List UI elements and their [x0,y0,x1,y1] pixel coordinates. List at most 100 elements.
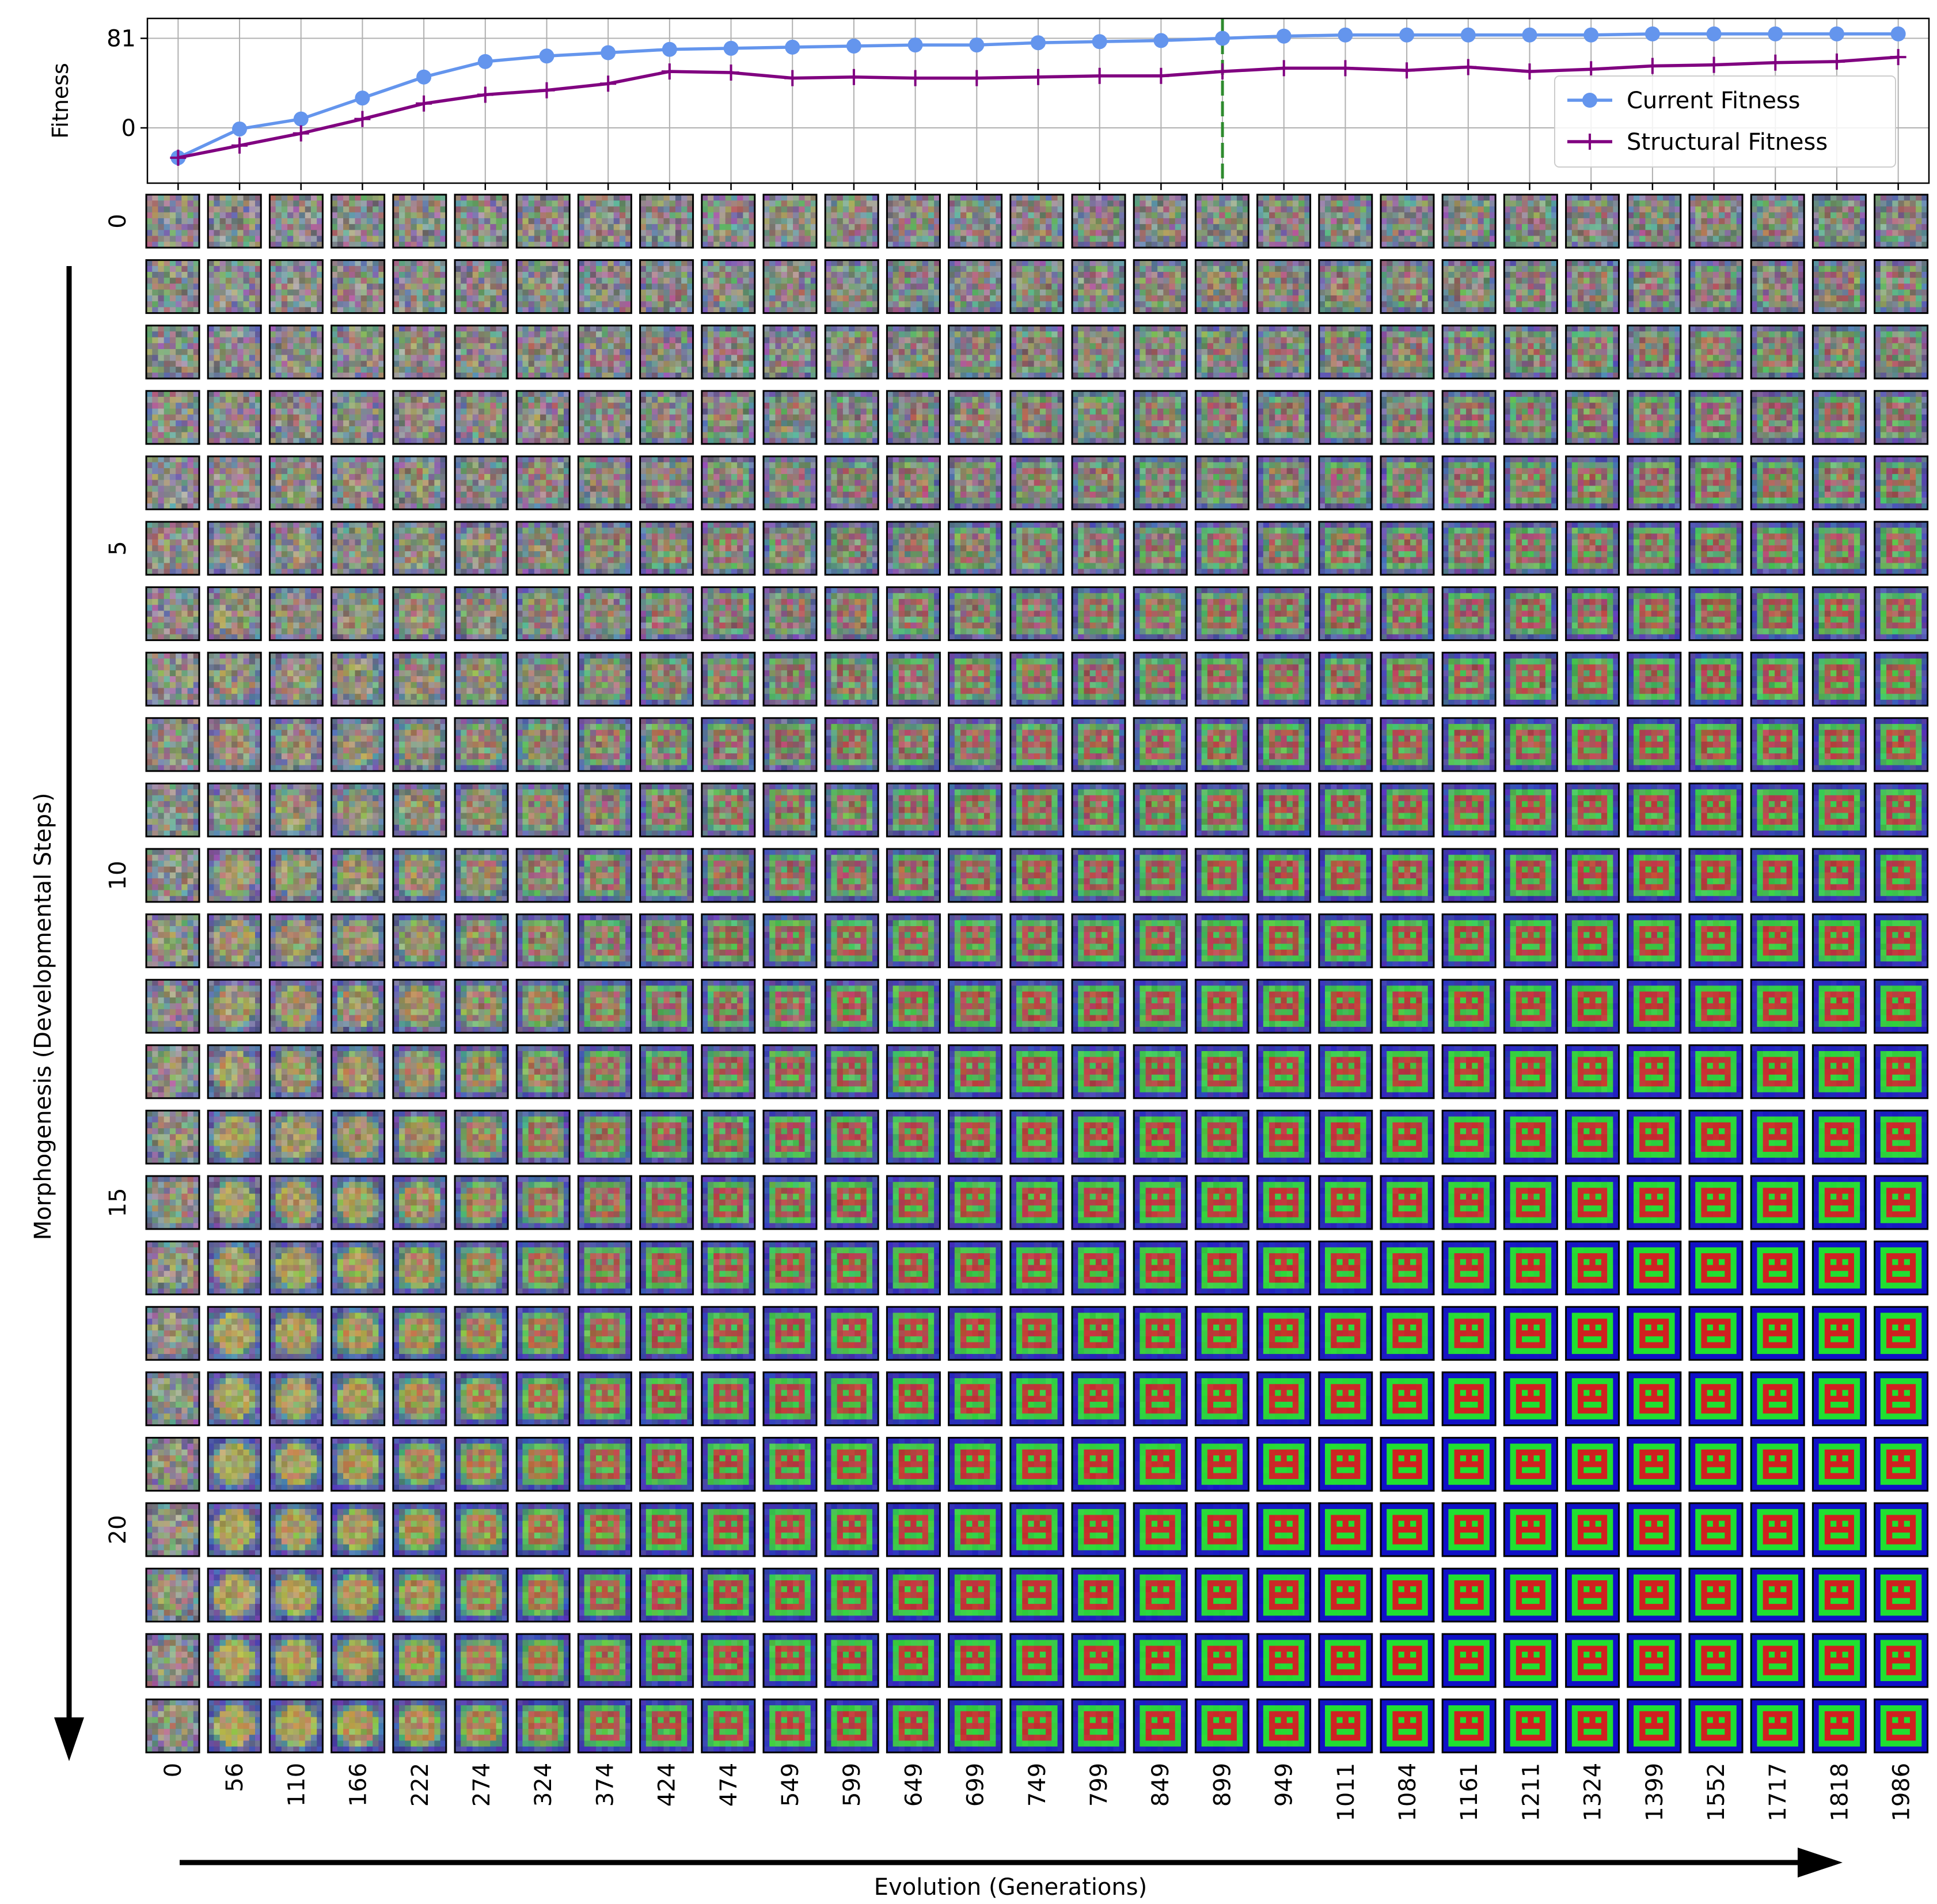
cell-pixel [1331,230,1337,237]
morphogenesis-cell [1071,259,1126,314]
current-fitness-point [1522,27,1537,43]
cell-pixel [1466,195,1472,201]
cell-pixel [181,224,188,230]
cell-pixel [719,200,726,207]
cell-pixel [1448,266,1455,272]
cell-pixel [416,266,423,272]
cell-pixel [287,236,294,242]
cell-pixel [793,260,799,267]
cell-pixel [1448,260,1455,267]
cell-pixel [1084,241,1091,248]
cell-pixel [1213,212,1220,219]
cell-pixel [1304,295,1311,302]
cell-pixel [208,241,214,248]
cell-pixel [799,301,806,308]
cell-pixel [164,241,170,248]
cell-pixel [596,307,602,314]
cell-pixel [337,241,344,248]
cell-pixel [164,295,170,302]
cell-pixel [1736,307,1743,314]
cell-pixel [1163,224,1170,230]
cell-pixel [343,278,350,284]
cell-pixel [837,307,844,314]
cell-pixel [181,289,188,296]
cell-pixel [287,212,294,219]
cell-pixel [781,200,788,207]
cell-pixel [1725,278,1731,284]
cell-pixel [310,200,317,207]
cell-pixel [966,272,973,278]
cell-pixel [1663,272,1669,278]
cell-pixel [1854,278,1860,284]
cell-pixel [713,272,720,278]
cell-pixel [181,307,188,314]
cell-pixel [1645,200,1652,207]
cell-pixel [1225,289,1232,296]
cell-pixel [645,260,652,267]
cell-pixel [164,307,170,314]
cell-pixel [978,200,985,207]
cell-pixel [978,230,985,237]
cell-pixel [1522,289,1528,296]
cell-pixel [1410,307,1416,314]
cell-pixel [146,224,153,230]
y-tick-label: 0 [121,115,136,142]
cell-pixel [516,224,523,230]
cell-pixel [1236,195,1243,201]
cell-pixel [176,224,182,230]
cell-pixel [658,295,664,302]
cell-pixel [687,195,694,201]
cell-pixel [193,195,200,201]
cell-pixel [337,289,344,296]
cell-pixel [366,236,373,242]
cell-pixel [775,212,782,219]
cell-pixel [146,301,153,308]
cell-pixel [1078,260,1084,267]
cell-pixel [1730,301,1737,308]
cell-pixel [1257,260,1264,267]
cell-pixel [602,224,609,230]
cell-pixel [1571,200,1578,207]
cell-pixel [910,260,917,267]
cell-pixel [305,295,312,302]
cell-pixel [422,272,429,278]
cell-pixel [1478,224,1484,230]
cell-pixel [607,289,614,296]
cell-pixel [461,241,467,248]
cell-pixel [1243,230,1249,237]
cell-pixel [948,212,955,219]
cell-pixel [1695,278,1701,284]
cell-pixel [540,266,546,272]
cell-pixel [934,195,940,201]
cell-pixel [1219,307,1226,314]
cell-pixel [1134,283,1140,290]
cell-pixel [804,206,811,213]
cell-pixel [1381,236,1387,242]
cell-pixel [399,241,405,248]
cell-pixel [502,307,508,314]
current-fitness-point [1829,26,1844,41]
cell-pixel [854,218,861,225]
cell-pixel [1022,283,1028,290]
cell-pixel [219,266,226,272]
cell-pixel [552,212,559,219]
cell-pixel [187,236,194,242]
cell-pixel [990,224,996,230]
cell-pixel [1898,224,1905,230]
cell-pixel [552,307,559,314]
cell-pixel [1201,224,1208,230]
cell-frame [577,194,632,249]
cell-pixel [349,307,355,314]
cell-pixel [1892,295,1898,302]
cell-pixel [484,295,491,302]
cell-pixel [411,212,417,219]
cell-pixel [373,212,379,219]
cell-pixel [687,236,694,242]
cell-pixel [737,236,743,242]
cell-pixel [360,212,367,219]
cell-pixel [837,295,844,302]
cell-pixel [1566,230,1573,237]
cell-pixel [842,200,849,207]
cell-pixel [1663,260,1669,267]
cell-pixel [675,278,682,284]
